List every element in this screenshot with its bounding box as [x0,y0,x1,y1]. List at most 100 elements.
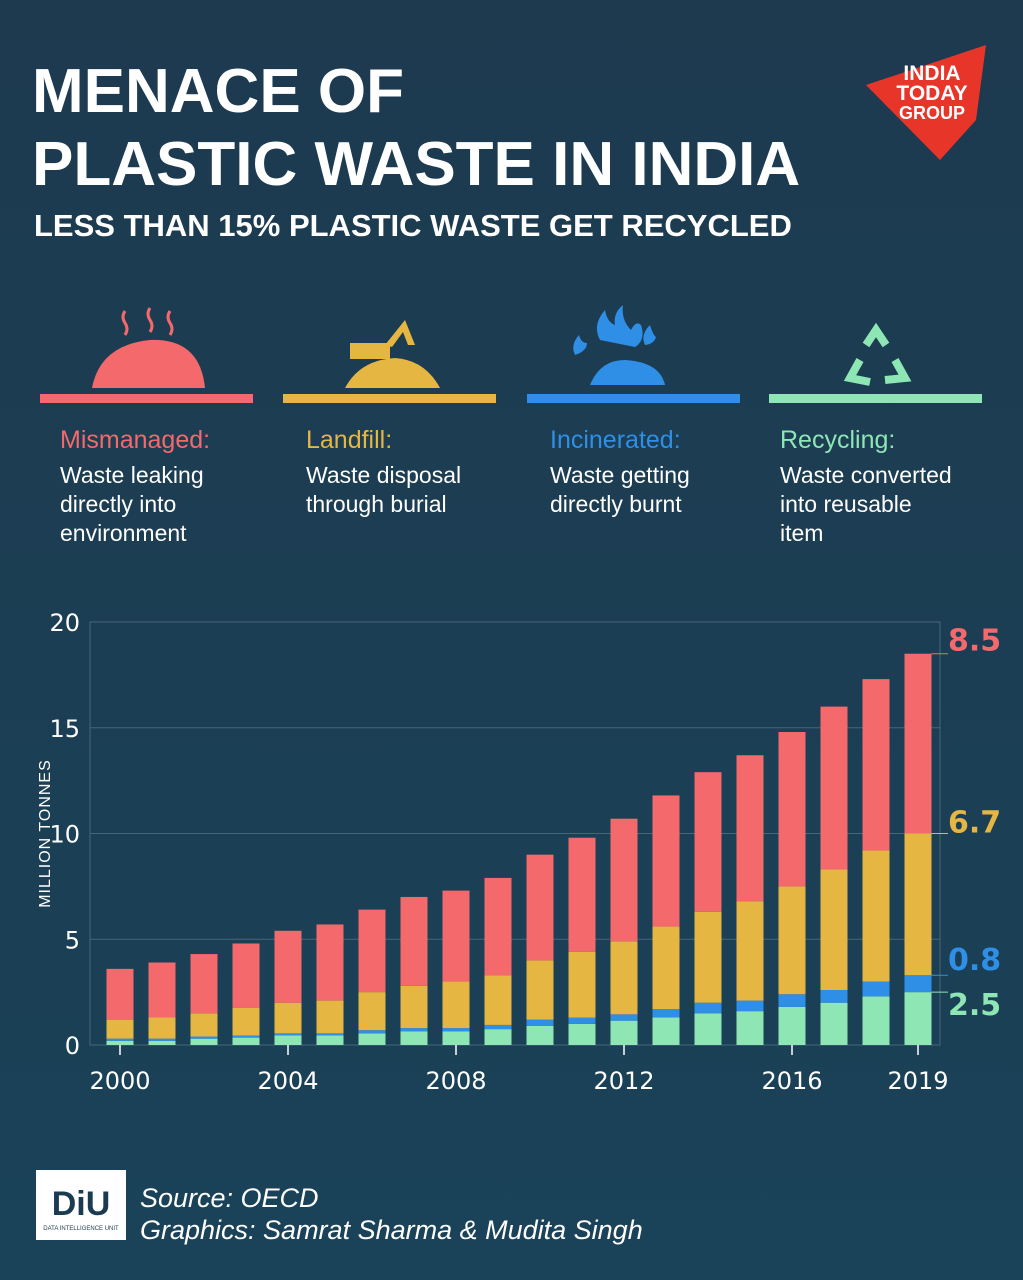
legend-description: directly into [60,491,176,517]
bar-segment [400,985,428,1029]
bar-segment [442,1031,470,1045]
bar-segment [358,909,386,993]
bar-segment [736,755,764,902]
legend-description: item [780,520,823,546]
legend-description: Waste converted [780,462,952,488]
bar-segment [442,1028,470,1032]
bar-segment [778,994,806,1007]
bar-segment [106,1040,134,1045]
bar-segment [316,924,344,1001]
logo-text: TODAY [896,82,967,105]
y-tick-label: 15 [49,715,80,743]
bar-segment [610,1014,638,1021]
x-tick-label: 2016 [761,1067,822,1095]
legend-description: through burial [306,491,447,517]
bar-segment [652,926,680,1010]
bar-segment [148,1038,176,1041]
bar-segment [148,1017,176,1039]
bar-segment [736,1011,764,1045]
bar-segment [610,941,638,1015]
bar-segment [820,1002,848,1045]
icon-mismanaged [92,307,205,388]
y-tick-label: 20 [49,609,80,637]
x-tick-label: 2008 [425,1067,486,1095]
end-label: 2.5 [948,988,1001,1023]
legend-description: environment [60,520,187,546]
source: Source: OECD [140,1183,319,1213]
bar-segment [484,975,512,1025]
legend-title: Landfill: [306,426,392,454]
x-tick-label: 2019 [887,1067,948,1095]
legend-description: into reusable [780,491,912,517]
bar-segment [106,1019,134,1039]
bar-segment [148,962,176,1018]
bar-segment [400,896,428,986]
bar-segment [694,1002,722,1014]
title-line: MENACE OF [32,57,404,126]
title-line: PLASTIC WASTE IN INDIA [32,130,800,199]
bar-segment [316,1033,344,1036]
y-axis-label: MILLION TONNES [37,759,54,908]
bar-segment [400,1028,428,1032]
bar-segment [190,954,218,1014]
bar-segment [190,1013,218,1037]
icon-incinerated [573,305,665,385]
footer-logo-box [36,1170,126,1240]
bar-segment [400,1031,428,1045]
bar-segment [904,833,932,976]
bar-segment [568,1023,596,1045]
bar-segment [358,1033,386,1045]
legend-description: directly burnt [550,491,682,517]
bar-segment [778,1006,806,1045]
bar-segment [778,886,806,995]
bar-segment [358,992,386,1031]
bar-segment [274,1035,302,1045]
bar-segment [904,975,932,993]
legend-title: Recycling: [780,426,895,454]
y-tick-label: 10 [49,821,80,849]
y-tick-label: 5 [65,926,80,954]
bar-segment [904,653,932,834]
bar-segment [694,911,722,1003]
bar-segment [652,1009,680,1018]
bar-segment [484,1029,512,1045]
bar-segment [274,1033,302,1036]
bar-segment [442,981,470,1029]
bar-segment [232,1035,260,1038]
x-tick-label: 2012 [593,1067,654,1095]
legend-description: Waste getting [550,462,690,488]
legend-title: Incinerated: [550,426,681,454]
icon-recycling [843,322,912,386]
icon-landfill [345,320,440,388]
bar-segment [568,837,596,952]
footer-logo-sub: DATA INTELLIGENCE UNIT [43,1226,119,1232]
bar-segment [526,854,554,961]
bar-segment [316,1000,344,1034]
bar-segment [862,850,890,982]
bar-segment [274,930,302,1003]
bar-segment [526,1025,554,1045]
bar-segment [862,996,890,1045]
bar-segment [232,943,260,1008]
bar-segment [148,1040,176,1045]
bar-segment [316,1035,344,1045]
bar-segment [862,679,890,851]
end-label: 0.8 [948,943,1001,978]
bar-segment [694,1013,722,1045]
bar-segment [190,1038,218,1045]
bar-segment [526,960,554,1020]
end-label: 6.7 [948,806,1001,841]
bar-segment [820,990,848,1003]
bar-segment [442,890,470,982]
end-label: 8.5 [948,624,1001,659]
bar-segment [190,1036,218,1039]
bar-segment [568,1017,596,1024]
bar-segment [736,1000,764,1012]
y-tick-label: 0 [65,1032,80,1060]
bar-segment [232,1007,260,1036]
credits: Graphics: Samrat Sharma & Mudita Singh [140,1215,643,1245]
bar-segment [106,968,134,1020]
bar-segment [862,981,890,997]
